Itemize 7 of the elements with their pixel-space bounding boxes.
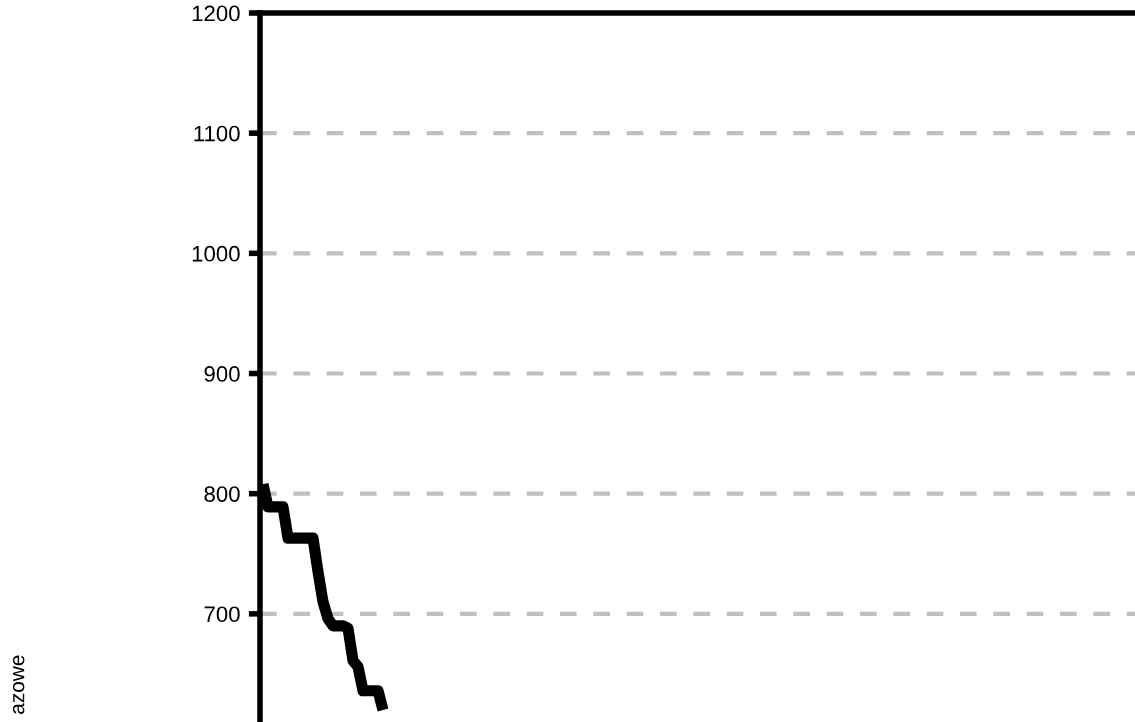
y-tick-label: 1200: [192, 5, 240, 22]
y-tick-label: 700: [204, 606, 240, 623]
y-tick-label: 1000: [192, 245, 240, 262]
y-tick-label: 1100: [194, 125, 240, 142]
y-tick-label: 800: [204, 486, 240, 502]
text: azowe: [12, 655, 25, 714]
y-tick-label: 900: [204, 366, 240, 382]
